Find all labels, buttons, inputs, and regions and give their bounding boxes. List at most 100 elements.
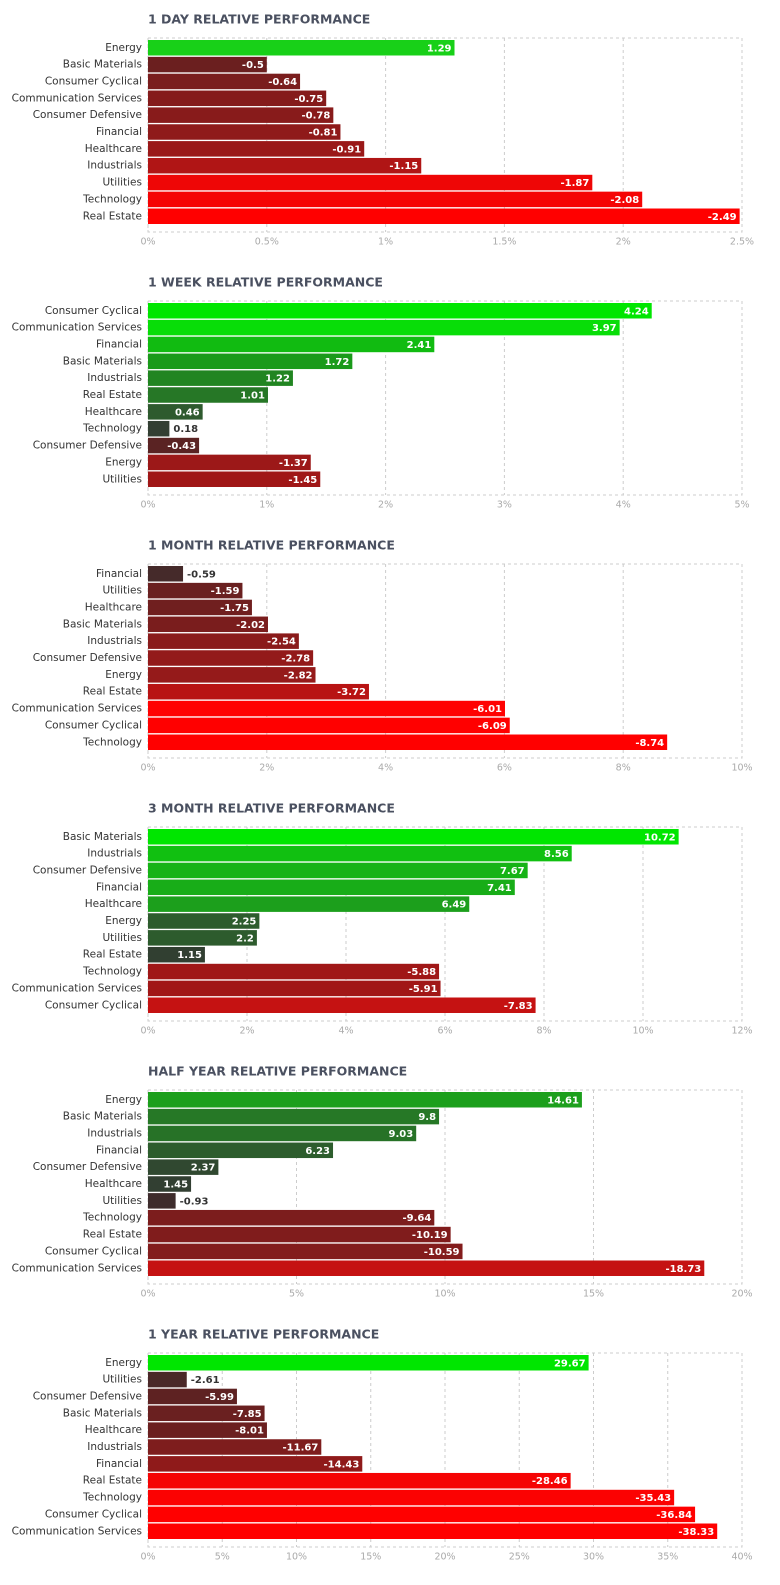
value-label: -1.59: [211, 586, 240, 597]
bar: [148, 913, 260, 929]
bar: [148, 454, 311, 471]
x-tick-label: 0%: [140, 1552, 155, 1563]
value-label: -2.54: [267, 637, 296, 648]
bar: [148, 717, 510, 734]
bar: [148, 1439, 322, 1455]
bar: [148, 566, 184, 582]
category-label: Healthcare: [85, 406, 142, 418]
category-label: Healthcare: [85, 601, 142, 613]
bar: [148, 946, 205, 963]
category-label: Financial: [96, 881, 142, 893]
category-label: Utilities: [102, 932, 142, 944]
bar: [148, 667, 316, 683]
bar: [148, 1388, 237, 1405]
bar: [148, 73, 301, 90]
bar: [148, 650, 314, 666]
value-label: -2.82: [284, 670, 313, 681]
bar: [148, 1092, 582, 1108]
category-label: Real Estate: [83, 949, 142, 961]
category-label: Industrials: [87, 160, 142, 172]
bar: [148, 1489, 675, 1506]
bar: [148, 896, 470, 912]
bar: [148, 336, 435, 353]
category-label: Energy: [105, 669, 142, 681]
bar: [148, 1523, 718, 1539]
value-label: 4.24: [624, 306, 649, 317]
category-label: Healthcare: [85, 1178, 142, 1190]
value-label: -1.15: [389, 161, 418, 172]
category-label: Technology: [82, 736, 142, 748]
category-label: Consumer Cyclical: [45, 305, 142, 317]
bar: [148, 90, 327, 107]
value-label: -10.59: [424, 1247, 460, 1258]
bar: [148, 353, 353, 370]
category-label: Communication Services: [12, 703, 142, 715]
x-tick-label: 10%: [632, 1026, 653, 1037]
category-label: Basic Materials: [63, 355, 142, 367]
x-tick-label: 10%: [286, 1552, 307, 1563]
bar: [148, 141, 365, 157]
x-tick-label: 5%: [734, 500, 749, 511]
bar: [148, 683, 369, 700]
x-tick-label: 35%: [657, 1552, 678, 1563]
category-label: Communication Services: [12, 1525, 142, 1537]
x-tick-label: 20%: [434, 1552, 455, 1563]
x-tick-label: 20%: [731, 1289, 752, 1300]
x-tick-label: 1%: [378, 237, 393, 248]
x-tick-label: 6%: [497, 763, 512, 774]
bar: [148, 980, 441, 997]
value-label: -1.37: [279, 458, 308, 469]
value-label: -11.67: [283, 1443, 319, 1454]
value-label: -0.78: [301, 111, 330, 122]
category-label: Financial: [96, 338, 142, 350]
chart-title: HALF YEAR RELATIVE PERFORMANCE: [148, 1064, 407, 1079]
bar: [148, 1506, 696, 1523]
x-tick-label: 3%: [497, 500, 512, 511]
bar: [148, 174, 593, 191]
bar: [148, 1472, 571, 1489]
value-label: -2.78: [281, 654, 310, 665]
bar: [148, 633, 299, 649]
value-label: -38.33: [678, 1527, 714, 1538]
value-label: -8.74: [635, 738, 664, 749]
x-tick-label: 0%: [140, 1289, 155, 1300]
x-tick-label: 1%: [259, 500, 274, 511]
category-label: Industrials: [87, 372, 142, 384]
bar: [148, 56, 267, 73]
value-label: 1.45: [163, 1180, 188, 1191]
value-label: -1.87: [560, 178, 589, 189]
x-tick-label: 0%: [140, 237, 155, 248]
bar: [148, 1176, 192, 1192]
bar: [148, 1355, 589, 1371]
bar: [148, 829, 679, 845]
category-label: Communication Services: [12, 1262, 142, 1274]
value-label: 7.67: [500, 866, 525, 877]
bar: [148, 1142, 334, 1159]
value-label: -0.91: [332, 144, 361, 155]
x-tick-label: 30%: [583, 1552, 604, 1563]
category-label: Real Estate: [83, 686, 142, 698]
value-label: -0.5: [242, 60, 264, 71]
category-label: Industrials: [87, 635, 142, 647]
x-tick-label: 2%: [616, 237, 631, 248]
bar: [148, 208, 740, 224]
category-label: Consumer Cyclical: [45, 719, 142, 731]
value-label: -2.08: [610, 195, 639, 206]
category-label: Technology: [82, 966, 142, 978]
category-label: Real Estate: [83, 1475, 142, 1487]
x-tick-label: 25%: [509, 1552, 530, 1563]
value-label: 2.41: [407, 340, 432, 351]
value-label: -28.46: [532, 1476, 568, 1487]
category-label: Consumer Defensive: [33, 652, 142, 664]
value-label: 9.8: [418, 1112, 436, 1123]
category-label: Utilities: [102, 1195, 142, 1207]
category-label: Energy: [105, 42, 142, 54]
x-tick-label: 2.5%: [730, 237, 754, 248]
category-label: Consumer Defensive: [33, 864, 142, 876]
x-tick-label: 8%: [616, 763, 631, 774]
value-label: 0.46: [175, 407, 200, 418]
value-label: 10.72: [644, 832, 676, 843]
bar: [148, 616, 268, 633]
value-label: 1.01: [240, 391, 265, 402]
